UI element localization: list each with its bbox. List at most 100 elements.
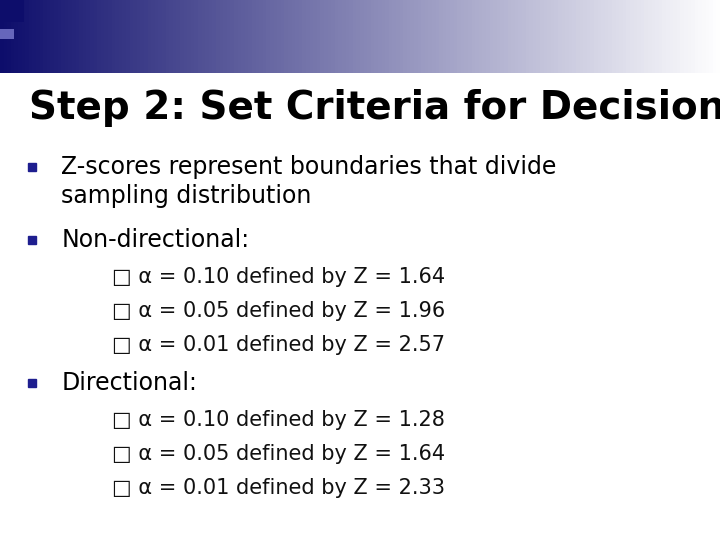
Bar <box>612 0 616 73</box>
Bar <box>565 0 569 73</box>
Bar <box>493 0 497 73</box>
Bar <box>648 0 652 73</box>
Bar <box>695 0 698 73</box>
Bar <box>464 0 468 73</box>
Bar <box>475 0 479 73</box>
Bar <box>76 0 79 73</box>
Bar <box>133 0 137 73</box>
Bar <box>72 0 76 73</box>
Bar <box>594 0 598 73</box>
Bar <box>169 0 173 73</box>
Bar <box>104 0 108 73</box>
Bar <box>432 0 436 73</box>
Bar <box>641 0 644 73</box>
Bar <box>443 0 446 73</box>
Bar <box>371 0 374 73</box>
Bar <box>148 0 151 73</box>
Bar <box>320 0 324 73</box>
Bar <box>14 0 18 73</box>
Bar <box>238 0 241 73</box>
Bar <box>601 0 605 73</box>
Bar <box>115 0 119 73</box>
Bar <box>7 0 11 73</box>
Bar <box>180 0 184 73</box>
Bar <box>234 0 238 73</box>
Bar <box>504 0 508 73</box>
Bar <box>22 0 25 73</box>
Bar <box>122 0 126 73</box>
Bar <box>392 0 396 73</box>
Bar <box>317 0 320 73</box>
Bar <box>101 0 104 73</box>
Bar <box>259 0 263 73</box>
Bar <box>497 0 500 73</box>
Bar <box>619 0 623 73</box>
Bar <box>277 0 281 73</box>
Text: Step 2: Set Criteria for Decision: Step 2: Set Criteria for Decision <box>29 89 720 127</box>
Bar <box>425 0 428 73</box>
Bar <box>446 0 450 73</box>
Bar <box>709 0 713 73</box>
Bar <box>274 0 277 73</box>
Text: Directional:: Directional: <box>61 372 197 395</box>
Bar <box>410 0 414 73</box>
Bar <box>187 0 191 73</box>
Text: □ α = 0.10 defined by Z = 1.64: □ α = 0.10 defined by Z = 1.64 <box>112 267 445 287</box>
Bar <box>364 0 367 73</box>
Bar <box>166 0 169 73</box>
Bar <box>220 0 223 73</box>
Bar <box>587 0 590 73</box>
Bar <box>256 0 259 73</box>
Bar <box>202 0 205 73</box>
Bar <box>198 0 202 73</box>
Bar <box>400 0 403 73</box>
Bar <box>227 0 230 73</box>
Bar <box>396 0 400 73</box>
Bar <box>558 0 562 73</box>
Bar <box>673 0 677 73</box>
Bar <box>11 0 14 73</box>
Bar <box>295 0 299 73</box>
Bar <box>25 0 29 73</box>
Bar <box>652 0 655 73</box>
Bar <box>547 0 551 73</box>
Bar <box>324 0 328 73</box>
Bar <box>263 0 266 73</box>
Bar <box>533 0 536 73</box>
Bar <box>158 0 162 73</box>
Bar <box>572 0 576 73</box>
Bar <box>551 0 554 73</box>
Bar <box>230 0 234 73</box>
Bar <box>130 0 133 73</box>
Bar <box>223 0 227 73</box>
Bar <box>36 0 40 73</box>
Bar <box>511 0 515 73</box>
Bar <box>184 0 187 73</box>
Bar <box>706 0 709 73</box>
Bar <box>205 0 209 73</box>
Bar <box>353 0 356 73</box>
Bar <box>414 0 418 73</box>
Bar <box>529 0 533 73</box>
Bar <box>468 0 472 73</box>
Bar <box>583 0 587 73</box>
Bar <box>659 0 662 73</box>
Bar <box>108 0 112 73</box>
Bar <box>540 0 544 73</box>
Bar <box>43 0 47 73</box>
Text: □ α = 0.01 defined by Z = 2.33: □ α = 0.01 defined by Z = 2.33 <box>112 478 445 498</box>
Bar <box>598 0 601 73</box>
Bar <box>374 0 378 73</box>
Bar <box>270 0 274 73</box>
Bar <box>90 0 94 73</box>
Bar <box>288 0 292 73</box>
Bar <box>360 0 364 73</box>
Bar <box>216 0 220 73</box>
Bar <box>54 0 58 73</box>
Bar <box>403 0 407 73</box>
Bar <box>526 0 529 73</box>
Bar <box>241 0 245 73</box>
Text: Z-scores represent boundaries that divide: Z-scores represent boundaries that divid… <box>61 156 557 179</box>
Bar <box>536 0 540 73</box>
Bar <box>698 0 702 73</box>
